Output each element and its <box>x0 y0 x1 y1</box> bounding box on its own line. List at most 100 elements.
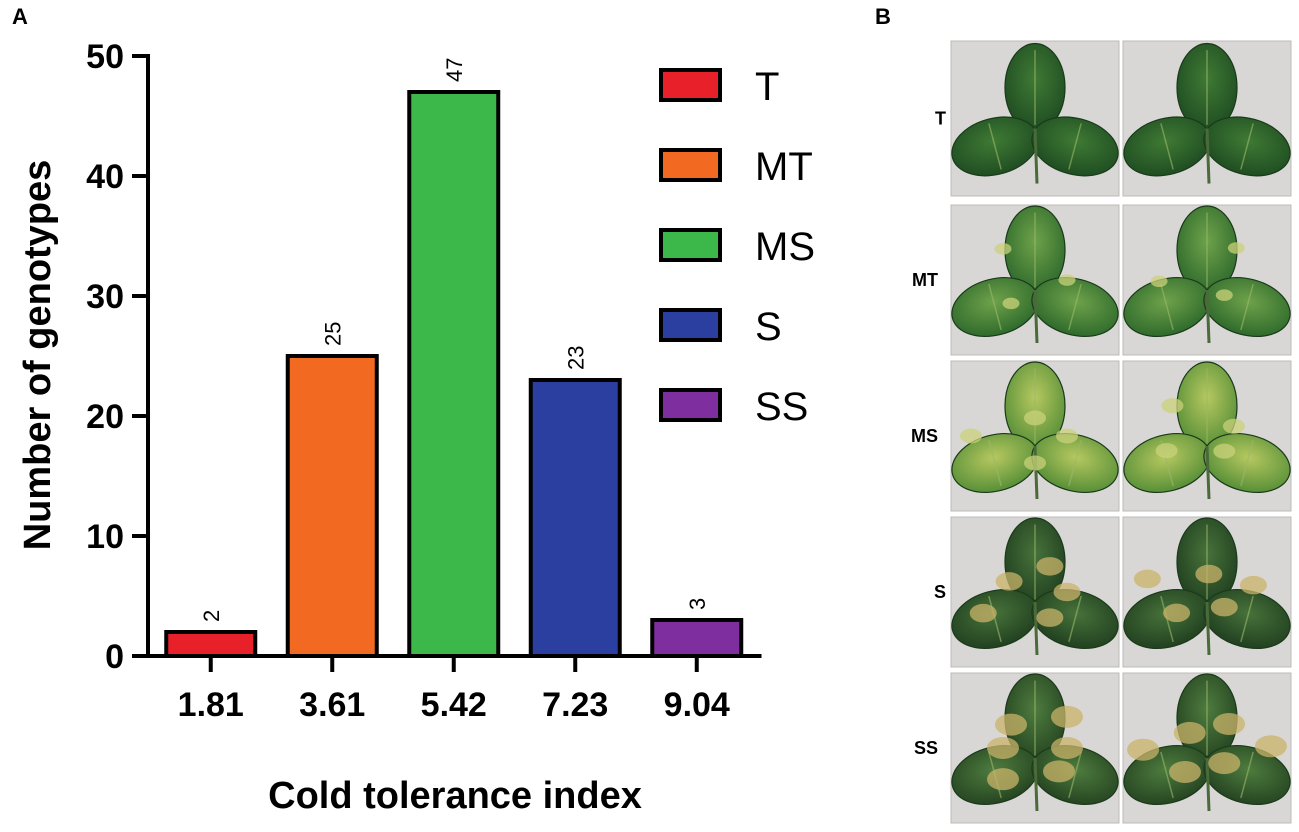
y-tick-label: 10 <box>86 518 124 556</box>
photo-row-label: S <box>934 582 946 602</box>
x-tick-label: 1.81 <box>178 686 244 724</box>
leaf-damage-spot <box>1208 752 1241 775</box>
panel-a-label: A <box>12 4 28 29</box>
leaf-damage-spot <box>1051 737 1083 759</box>
leaf-petiole <box>1205 128 1211 184</box>
legend-swatch-s <box>659 308 722 342</box>
leaf-damage-spot <box>1051 705 1083 728</box>
leaf-damage-spot <box>995 713 1027 736</box>
legend-label-mt: MT <box>755 145 813 189</box>
leaf-photo <box>950 672 1120 824</box>
leaf-damage-spot <box>994 243 1012 255</box>
photo-row-label: T <box>935 109 946 129</box>
leaf-damage-spot <box>1213 713 1246 736</box>
photo-row-label: SS <box>914 738 938 758</box>
leaf-damage-spot <box>1127 738 1160 761</box>
bar-data-label: 47 <box>442 58 467 82</box>
leaf-petiole <box>1205 757 1211 812</box>
leaf-damage-spot <box>1053 582 1081 602</box>
leaf-damage-spot <box>1168 760 1201 783</box>
leaf-petiole <box>1033 128 1039 184</box>
legend-swatch-ms <box>659 228 722 262</box>
leaf-damage-spot <box>1161 398 1184 414</box>
leaf-vein <box>1068 595 1082 643</box>
leaf-petiole <box>1033 289 1039 344</box>
legend-swatch-ss <box>659 388 722 422</box>
leaf-damage-spot <box>1024 455 1046 471</box>
leaf-damage-spot <box>1133 569 1161 589</box>
leaf-damage-spot <box>1036 608 1064 627</box>
leaf-vein <box>988 283 1002 331</box>
leaf-damage-spot <box>1056 428 1078 444</box>
leaf-vein <box>988 123 1002 170</box>
leaf-photo <box>950 204 1120 356</box>
panel-b-label: B <box>875 4 891 29</box>
leaf-damage-spot <box>1002 297 1020 310</box>
bars: 2 25 47 23 3 <box>164 58 744 658</box>
bar-ss <box>650 618 744 658</box>
y-tick-label: 0 <box>105 638 124 676</box>
leaf-damage-spot <box>1058 274 1076 286</box>
leaf-photo <box>950 516 1120 668</box>
leaf-damage-spot <box>1024 410 1046 426</box>
leaf-damage-spot <box>1213 443 1236 459</box>
leaf-vein <box>1160 123 1174 170</box>
y-tick-label: 30 <box>86 278 124 316</box>
leaf-photo <box>950 40 1120 197</box>
leaf-damage-spot <box>1163 603 1191 623</box>
leaf-vein <box>1240 283 1254 331</box>
leaf-vein <box>1240 595 1254 643</box>
y-tick-label: 20 <box>86 398 124 436</box>
leaf-damage-spot <box>1210 597 1238 617</box>
leaf-photo <box>1122 516 1292 668</box>
legend-swatch-mt <box>659 148 722 182</box>
x-axis-ticks: 1.81 3.61 5.42 7.23 9.04 <box>178 656 730 724</box>
x-tick-label: 7.23 <box>542 686 608 724</box>
leaf-vein <box>1240 123 1254 170</box>
leaf-photo <box>1122 204 1292 356</box>
leaf-vein <box>988 439 1002 487</box>
leaf-damage-spot <box>987 737 1019 759</box>
leaf-damage-spot <box>1173 721 1206 744</box>
leaf-petiole <box>1205 445 1211 500</box>
leaf-damage-spot <box>1043 760 1075 783</box>
leaf-petiole <box>1033 757 1039 812</box>
leaf-damage-spot <box>1254 735 1287 758</box>
legend-label-s: S <box>755 305 782 349</box>
photo-row-label: MS <box>911 426 938 446</box>
leaf-damage-spot <box>1155 443 1178 459</box>
y-axis-title: Number of genotypes <box>17 160 59 551</box>
x-tick-label: 9.04 <box>664 686 730 724</box>
x-axis-title: Cold tolerance index <box>268 775 642 817</box>
leaf-vein <box>1068 123 1082 170</box>
leaf-damage-spot <box>987 768 1019 791</box>
leaf-vein <box>988 595 1002 643</box>
leaf-vein <box>1240 751 1254 799</box>
leaf-photo <box>1122 672 1292 824</box>
bar-data-label: 2 <box>199 610 224 622</box>
leaf-vein <box>1068 283 1082 331</box>
leaf-damage-spot <box>969 603 997 623</box>
leaf-damage-spot <box>960 428 982 444</box>
bar-data-label: 25 <box>320 322 345 346</box>
leaf-photo <box>1122 40 1292 197</box>
leaf-damage-spot <box>1195 564 1223 584</box>
leaf-damage-spot <box>1227 242 1245 254</box>
leaf-vein <box>1160 283 1174 331</box>
y-tick-label: 40 <box>86 158 124 196</box>
x-tick-label: 3.61 <box>299 686 365 724</box>
x-tick-label: 5.42 <box>421 686 487 724</box>
bar-s <box>528 378 622 658</box>
leaf-petiole <box>1033 445 1039 500</box>
leaf-vein <box>1068 439 1082 487</box>
leaf-damage-spot <box>1150 275 1168 288</box>
leaf-petiole <box>1205 289 1211 344</box>
bar-mt <box>285 354 379 658</box>
y-tick-label: 50 <box>86 38 124 76</box>
leaf-damage-spot <box>995 572 1023 591</box>
leaf-damage-spot <box>1215 289 1233 301</box>
y-axis-ticks: 0 10 20 30 40 50 <box>86 38 148 676</box>
leaf-photo <box>1122 360 1292 512</box>
